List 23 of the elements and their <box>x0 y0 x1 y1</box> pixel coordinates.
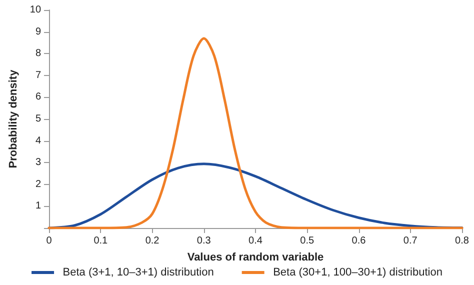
x-tick-label: 0.6 <box>352 236 366 246</box>
x-tick-label: 0.5 <box>300 236 315 246</box>
x-tick-label: 0.8 <box>455 236 470 246</box>
y-tick-label: 8 <box>35 48 42 60</box>
x-tick-label: 0 <box>46 236 52 246</box>
y-axis-title: Probability density <box>8 68 20 168</box>
y-tick-label: 3 <box>35 157 42 168</box>
y-tick-label: 6 <box>35 92 42 103</box>
y-tick-label: 10 <box>30 4 42 16</box>
x-tick-label: 0.2 <box>145 236 160 246</box>
y-tick-label: 1 <box>35 200 42 212</box>
legend-label: Beta (30+1, 100–30+1) distribution <box>273 266 442 278</box>
x-tick-label: 0.3 <box>196 236 212 246</box>
legend-label: Beta (3+1, 10–3+1) distribution <box>62 266 214 278</box>
y-tick-label: 9 <box>35 26 42 38</box>
y-tick-label: 2 <box>35 178 42 190</box>
x-tick-label: 0.1 <box>94 236 108 246</box>
y-tick-label: 4 <box>35 135 42 146</box>
y-tick-label: 7 <box>35 70 42 81</box>
x-axis-title: Values of random variable <box>187 252 324 264</box>
x-tick-label: 0.4 <box>248 236 263 246</box>
y-tick-label: 5 <box>35 114 42 124</box>
x-tick-label: 0.7 <box>403 236 418 246</box>
